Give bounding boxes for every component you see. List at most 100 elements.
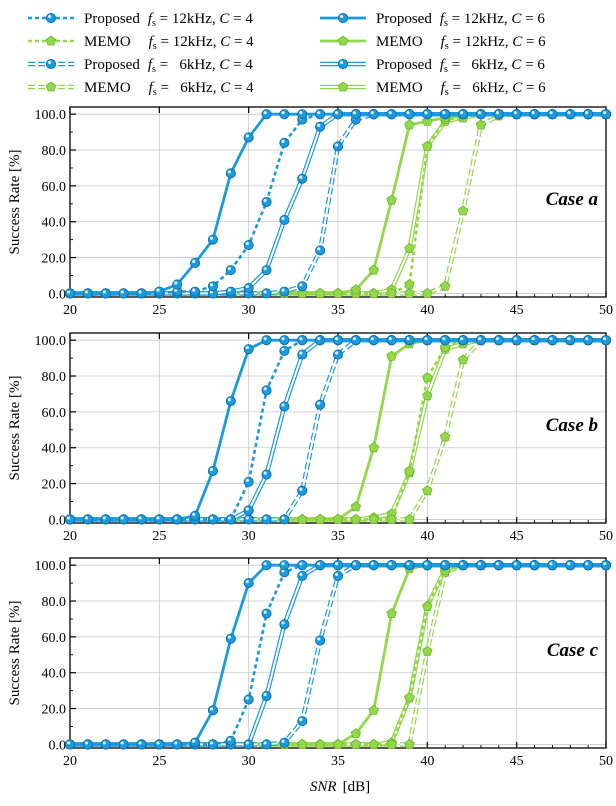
data-point-highlight bbox=[585, 562, 589, 566]
data-point bbox=[243, 239, 254, 251]
data-point-shape bbox=[422, 560, 433, 571]
data-point-shape bbox=[243, 344, 254, 355]
data-point-highlight bbox=[263, 290, 267, 294]
y-tick-label: 100.0 bbox=[35, 108, 67, 123]
data-point bbox=[243, 282, 254, 294]
data-point-shape bbox=[315, 335, 326, 346]
y-axis-label: Success Rate [%] bbox=[7, 601, 23, 706]
data-point-shape bbox=[422, 109, 433, 120]
data-point-shape bbox=[261, 739, 272, 750]
data-point bbox=[475, 109, 486, 120]
data-point bbox=[600, 109, 612, 120]
data-point bbox=[82, 739, 93, 750]
data-point bbox=[64, 288, 76, 299]
data-point bbox=[493, 109, 504, 120]
data-point-highlight bbox=[102, 741, 106, 745]
data-point-shape bbox=[297, 281, 308, 292]
data-point-shape bbox=[297, 560, 308, 571]
data-point-shape bbox=[136, 739, 147, 750]
data-point bbox=[100, 288, 111, 299]
legend-method-4: MEMO bbox=[376, 34, 423, 50]
data-point bbox=[368, 704, 379, 715]
data-point-shape bbox=[368, 109, 379, 120]
data-point bbox=[565, 560, 576, 571]
data-point bbox=[368, 738, 379, 749]
data-point bbox=[350, 560, 361, 571]
data-point bbox=[315, 335, 326, 346]
legend-label-3: MEMO fs = 12kHz, C = 4 bbox=[84, 34, 254, 52]
series-group bbox=[64, 108, 612, 299]
series-2 bbox=[64, 335, 612, 525]
legend-c-value-1: = 4 bbox=[229, 11, 253, 27]
data-point bbox=[332, 287, 344, 298]
legend-marker-6-shape bbox=[337, 58, 349, 70]
data-point-highlight bbox=[263, 337, 267, 341]
data-point-shape bbox=[225, 633, 236, 644]
data-point bbox=[207, 281, 218, 292]
x-tick-label: 40 bbox=[420, 529, 434, 544]
data-point-highlight bbox=[209, 707, 214, 711]
data-point bbox=[439, 280, 451, 291]
data-point-shape bbox=[493, 335, 504, 346]
data-point bbox=[422, 109, 433, 120]
data-point-highlight bbox=[460, 337, 464, 341]
data-point-shape bbox=[547, 335, 558, 346]
data-point-shape bbox=[583, 109, 594, 120]
data-point-shape bbox=[279, 514, 290, 525]
data-point bbox=[279, 560, 290, 571]
y-tick-label: 80.0 bbox=[42, 370, 67, 385]
legend-fs-sub-5: s bbox=[152, 64, 156, 75]
data-point bbox=[64, 514, 76, 525]
legend-marker-2-shape bbox=[337, 12, 349, 24]
data-point-shape bbox=[243, 578, 254, 589]
legend-c-value-2: = 6 bbox=[521, 11, 545, 27]
legend-entry-1: Proposed fs = 12kHz, C = 4 bbox=[28, 11, 253, 29]
data-point bbox=[279, 109, 290, 120]
data-point bbox=[458, 109, 469, 120]
data-point-highlight bbox=[388, 111, 392, 115]
data-point-highlight bbox=[567, 562, 571, 566]
data-point bbox=[261, 335, 272, 346]
data-point-shape bbox=[64, 288, 76, 299]
data-point bbox=[565, 335, 576, 346]
data-point-shape bbox=[82, 288, 93, 299]
data-point-highlight bbox=[477, 337, 482, 341]
data-point-highlight bbox=[227, 737, 231, 741]
data-point-highlight bbox=[495, 337, 499, 341]
data-point-highlight bbox=[281, 288, 285, 292]
data-point-highlight bbox=[477, 562, 482, 566]
data-point-highlight bbox=[227, 516, 231, 520]
data-point bbox=[440, 560, 451, 571]
y-tick-label: 60.0 bbox=[42, 406, 67, 421]
data-point-shape bbox=[261, 560, 272, 571]
data-point-highlight bbox=[531, 562, 535, 566]
data-point-highlight bbox=[317, 247, 321, 251]
data-point-shape bbox=[82, 514, 93, 525]
data-point-highlight bbox=[513, 111, 517, 115]
data-point bbox=[314, 738, 326, 749]
data-point-highlight bbox=[424, 111, 428, 115]
legend-entry-8: MEMO fs = 6kHz, C = 6 bbox=[320, 80, 546, 98]
y-tick-label: 80.0 bbox=[42, 595, 67, 610]
ticks: 20 25 30 35 40 45 50 0.0 20.0 40.0 60.0 80.0 100.0 bbox=[35, 107, 613, 318]
data-point-highlight bbox=[406, 111, 410, 115]
x-tick-label: 20 bbox=[63, 529, 77, 544]
data-point bbox=[154, 514, 165, 525]
y-tick-label: 20.0 bbox=[42, 703, 67, 718]
data-point-highlight bbox=[281, 739, 285, 743]
legend-marker-1-shape bbox=[45, 12, 57, 24]
data-point-shape bbox=[332, 141, 344, 152]
data-point-highlight bbox=[460, 111, 464, 115]
data-point bbox=[386, 560, 397, 571]
legend-fs-symbol-8: f bbox=[441, 80, 447, 96]
data-point bbox=[297, 349, 308, 360]
data-point-shape bbox=[511, 109, 522, 120]
data-point bbox=[422, 485, 433, 496]
data-point-shape bbox=[261, 690, 272, 702]
data-point bbox=[440, 335, 451, 346]
data-point bbox=[350, 284, 362, 295]
data-point-highlight bbox=[531, 111, 535, 115]
data-point bbox=[297, 485, 308, 496]
data-point bbox=[547, 335, 558, 346]
data-point-highlight bbox=[317, 337, 321, 341]
